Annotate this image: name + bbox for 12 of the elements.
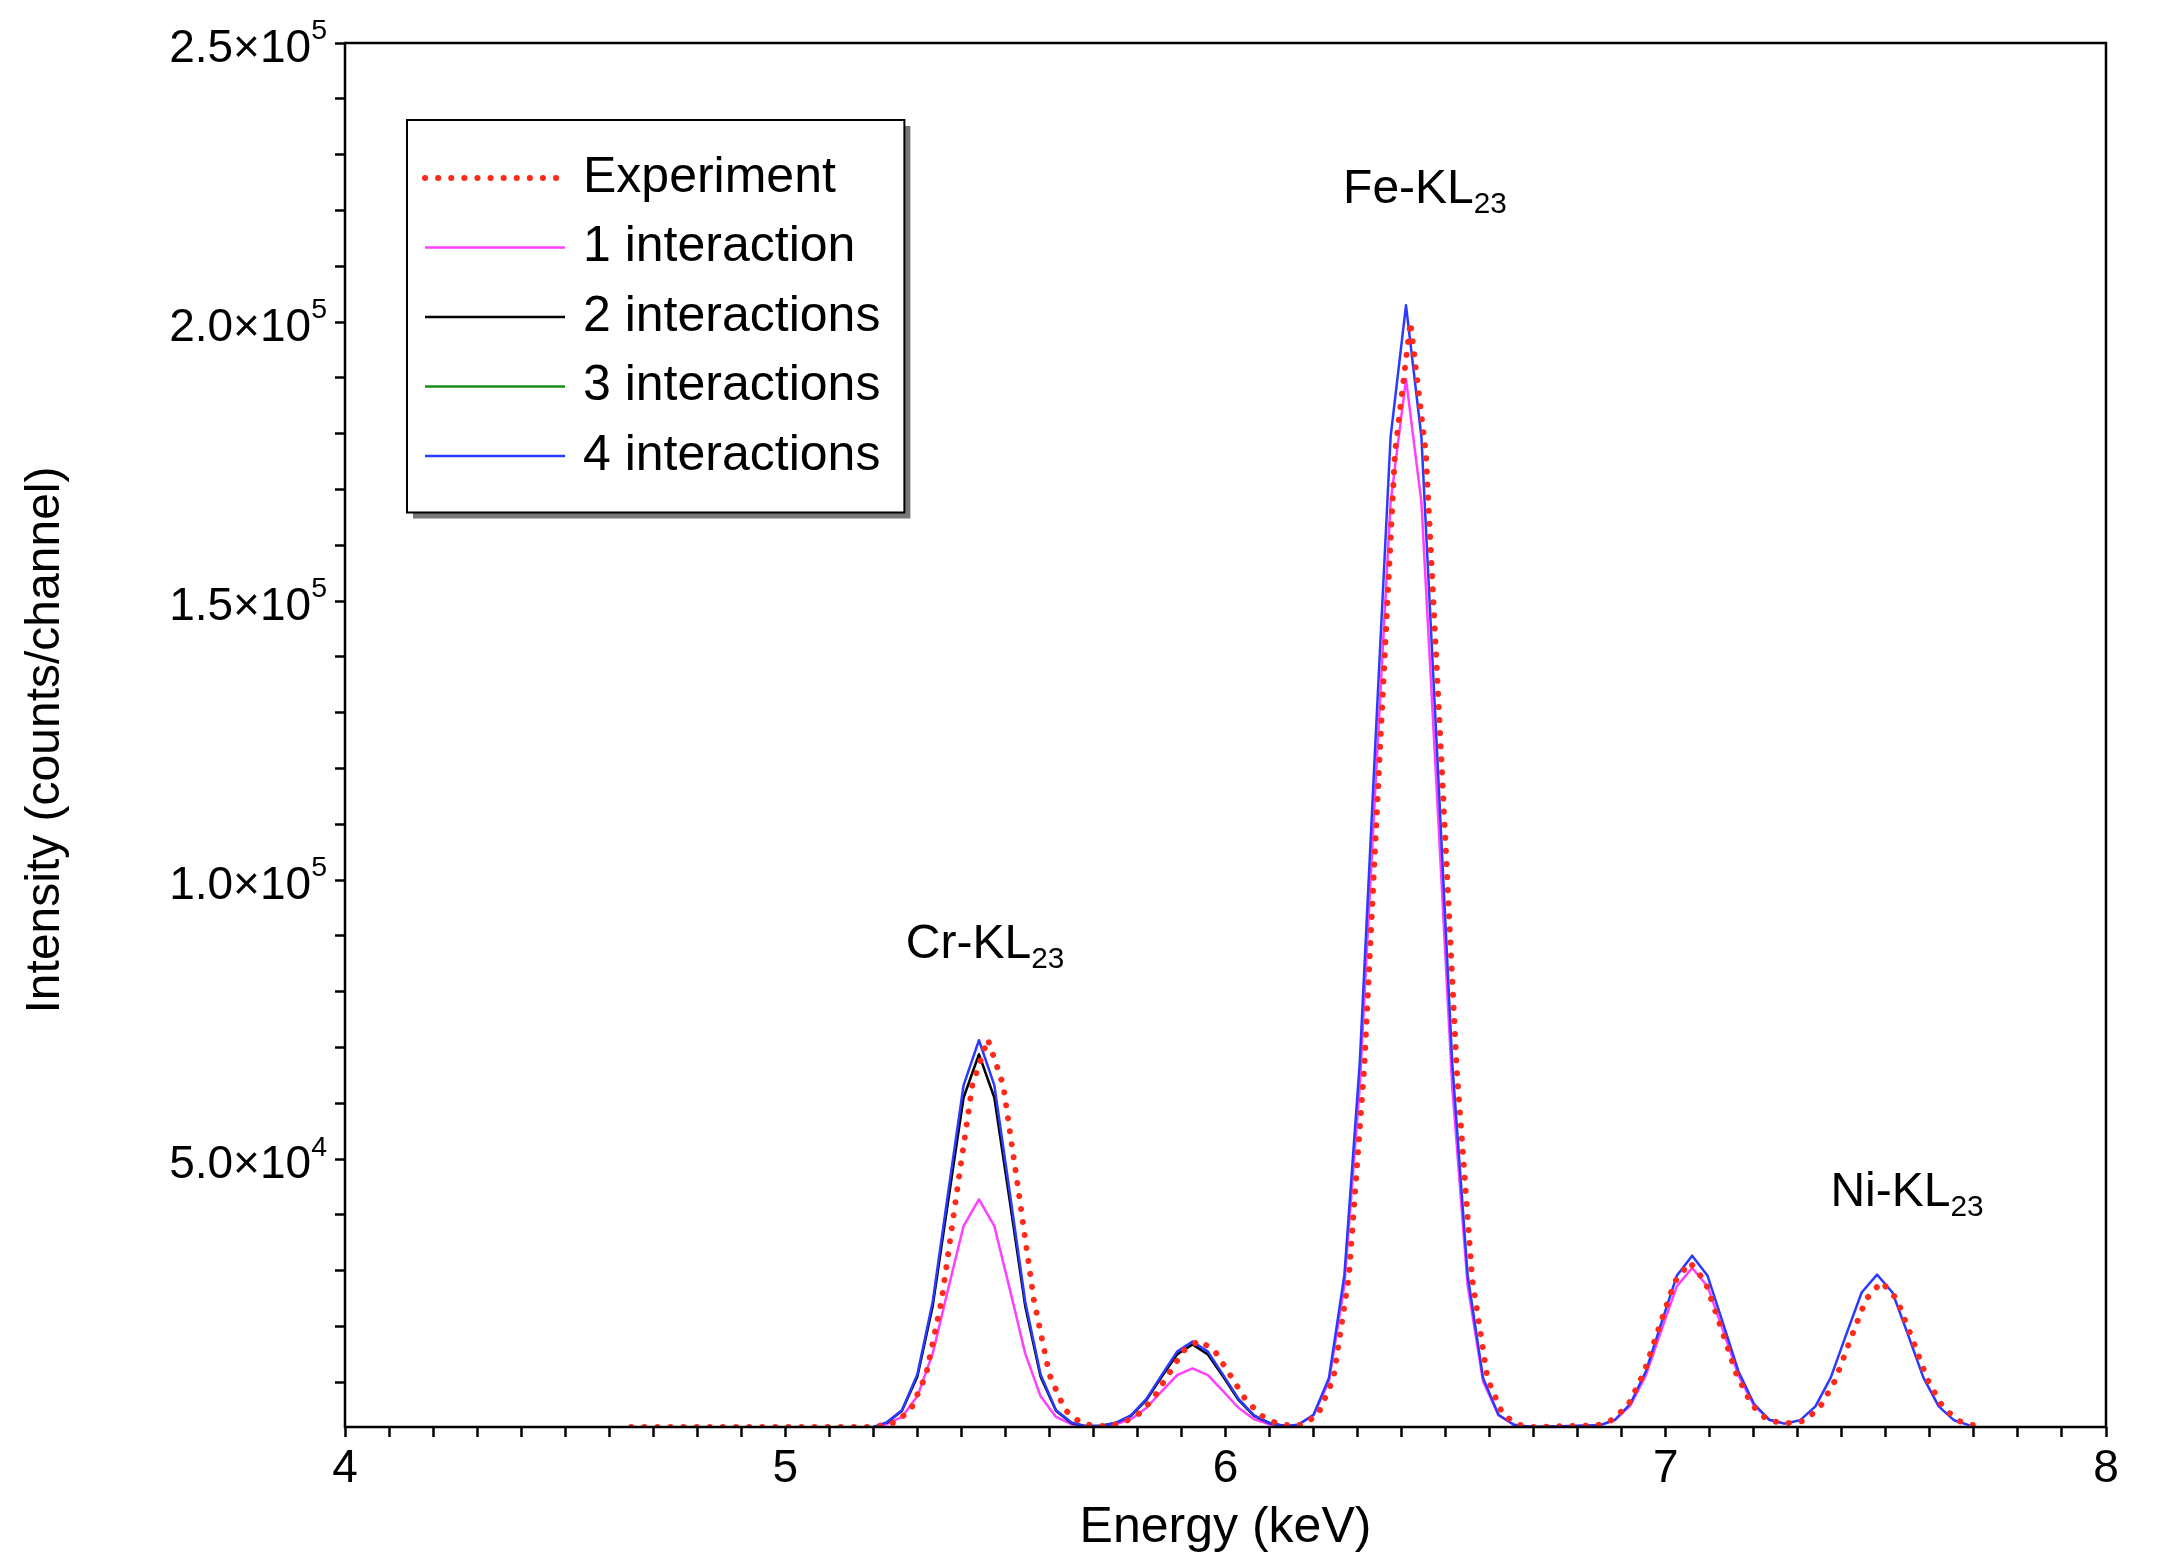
legend-label: 3 interactions bbox=[583, 355, 881, 412]
x-axis-title: Energy (keV) bbox=[1079, 1496, 1372, 1553]
x-tick-label: 6 bbox=[1212, 1439, 1239, 1492]
x-tick-label: 4 bbox=[332, 1439, 358, 1492]
x-tick-label: 5 bbox=[772, 1439, 799, 1492]
legend-label: 1 interaction bbox=[583, 216, 856, 273]
y-axis-title: Intensity (counts/channel) bbox=[16, 466, 70, 1014]
legend-label: Experiment bbox=[583, 146, 836, 203]
x-tick-label: 8 bbox=[2093, 1439, 2119, 1492]
x-tick-label: 7 bbox=[1652, 1439, 1679, 1492]
legend-label: 2 interactions bbox=[583, 285, 881, 342]
legend-label: 4 interactions bbox=[583, 424, 881, 481]
